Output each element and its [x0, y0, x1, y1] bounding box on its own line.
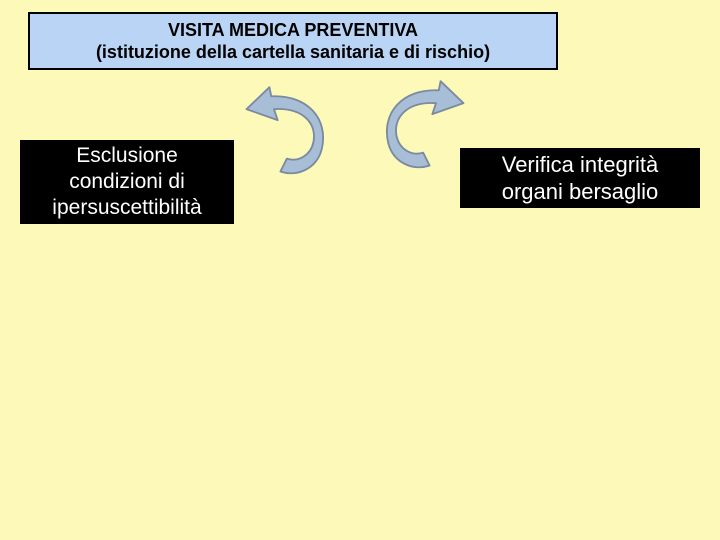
left-box-line3: ipersuscettibilità	[20, 195, 234, 221]
right-box: Verifica integrità organi bersaglio	[460, 148, 700, 208]
title-box: VISITA MEDICA PREVENTIVA (istituzione de…	[28, 12, 558, 70]
left-box-line2: condizioni di	[20, 169, 234, 195]
arrow-left	[230, 78, 340, 188]
title-line-2: (istituzione della cartella sanitaria e …	[30, 41, 556, 64]
left-box-line1: Esclusione	[20, 143, 234, 169]
right-box-line1: Verifica integrità	[460, 151, 700, 179]
title-line-1: VISITA MEDICA PREVENTIVA	[30, 19, 556, 42]
curved-arrow-left-icon	[230, 78, 340, 188]
arrow-left-path	[247, 87, 324, 173]
right-box-line2: organi bersaglio	[460, 178, 700, 206]
arrow-right-path	[387, 81, 464, 167]
left-box: Esclusione condizioni di ipersuscettibil…	[20, 140, 234, 224]
